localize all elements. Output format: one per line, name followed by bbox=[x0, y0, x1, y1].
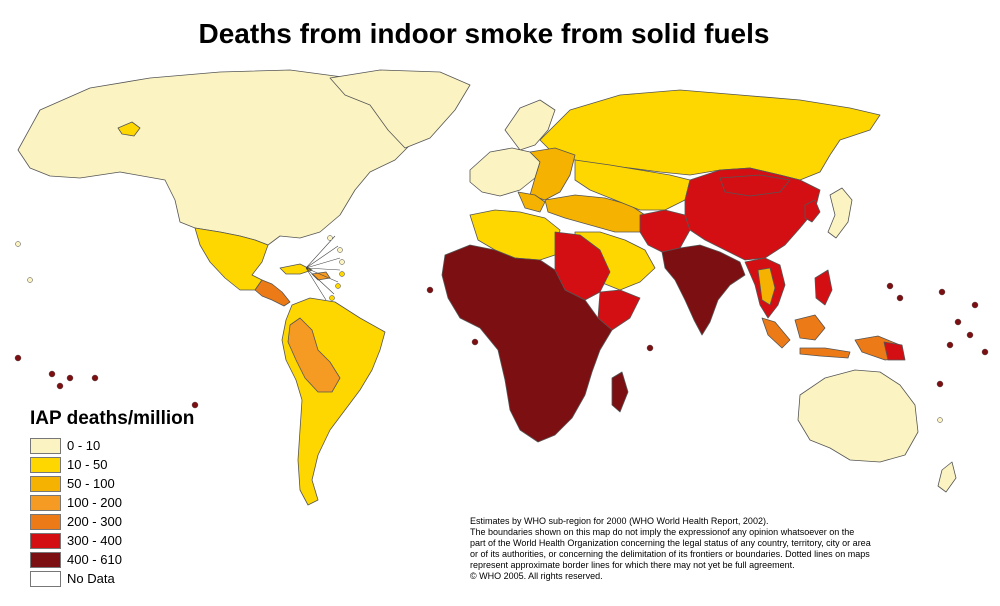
region-greenland bbox=[329, 69, 471, 149]
legend-item: 0 - 10 bbox=[30, 436, 194, 455]
region-alaska-yellow-island bbox=[117, 121, 141, 137]
note-line: part of the World Health Organization co… bbox=[470, 538, 871, 548]
note-line: © WHO 2005. All rights reserved. bbox=[470, 571, 603, 581]
legend-swatch bbox=[30, 513, 61, 530]
region-australia bbox=[797, 369, 919, 463]
region-balkans bbox=[517, 191, 546, 213]
region-mexico bbox=[194, 227, 269, 291]
legend-label: 400 - 610 bbox=[67, 552, 122, 567]
region-png bbox=[883, 341, 906, 361]
legend-item: 200 - 300 bbox=[30, 512, 194, 531]
region-indonesia-borneo bbox=[794, 314, 826, 341]
legend-item: 100 - 200 bbox=[30, 493, 194, 512]
note-line: The boundaries shown on this map do not … bbox=[470, 527, 855, 537]
region-indonesia-sumatra bbox=[761, 317, 791, 349]
legend-item: No Data bbox=[30, 569, 194, 588]
legend-label: 0 - 10 bbox=[67, 438, 101, 453]
region-indonesia-islands bbox=[799, 347, 851, 359]
region-central-asia bbox=[574, 159, 691, 211]
region-japan bbox=[827, 187, 853, 239]
region-madagascar bbox=[611, 371, 629, 413]
note-line: represent approximate border lines for w… bbox=[470, 560, 795, 570]
region-caribbean bbox=[279, 263, 313, 275]
region-western-europe bbox=[469, 147, 541, 197]
region-afghanistan-pakistan bbox=[639, 209, 691, 253]
note-line: Estimates by WHO sub-region for 2000 (WH… bbox=[470, 516, 769, 526]
legend-label: 50 - 100 bbox=[67, 476, 115, 491]
legend-label: 10 - 50 bbox=[67, 457, 108, 472]
legend-title: IAP deaths/million bbox=[30, 408, 195, 429]
source-notes: Estimates by WHO sub-region for 2000 (WH… bbox=[470, 516, 998, 582]
legend-label: 200 - 300 bbox=[67, 514, 122, 529]
legend-swatch bbox=[30, 551, 61, 568]
legend-item: 50 - 100 bbox=[30, 474, 194, 493]
region-mongolia bbox=[719, 174, 791, 197]
legend-swatch bbox=[30, 437, 61, 454]
legend-label: 300 - 400 bbox=[67, 533, 122, 548]
region-korea bbox=[804, 199, 821, 223]
region-sub-saharan-africa bbox=[441, 244, 613, 443]
region-caribbean-callout bbox=[305, 235, 341, 301]
region-andean bbox=[287, 317, 341, 393]
note-line: or of its authorities, or concerning the… bbox=[470, 549, 870, 559]
legend-swatch bbox=[30, 494, 61, 511]
legend-swatch bbox=[30, 456, 61, 473]
legend-swatch bbox=[30, 475, 61, 492]
region-philippines bbox=[814, 269, 833, 306]
legend-item: 400 - 610 bbox=[30, 550, 194, 569]
legend-item: 10 - 50 bbox=[30, 455, 194, 474]
region-china bbox=[684, 167, 821, 261]
region-eastern-europe bbox=[529, 147, 576, 201]
legend-swatch bbox=[30, 532, 61, 549]
legend-swatch bbox=[30, 570, 61, 587]
legend-label: 100 - 200 bbox=[67, 495, 122, 510]
region-thailand bbox=[757, 267, 776, 306]
region-new-zealand bbox=[937, 461, 957, 493]
map-legend: IAP deaths/million 0 - 10 10 - 50 50 - 1… bbox=[30, 408, 194, 588]
region-scandinavia bbox=[504, 99, 556, 151]
region-north-america bbox=[17, 69, 431, 246]
region-india bbox=[661, 244, 746, 336]
map-title: Deaths from indoor smoke from solid fuel… bbox=[198, 18, 770, 49]
region-central-america bbox=[254, 279, 291, 307]
legend-label: No Data bbox=[67, 571, 115, 586]
legend-item: 300 - 400 bbox=[30, 531, 194, 550]
